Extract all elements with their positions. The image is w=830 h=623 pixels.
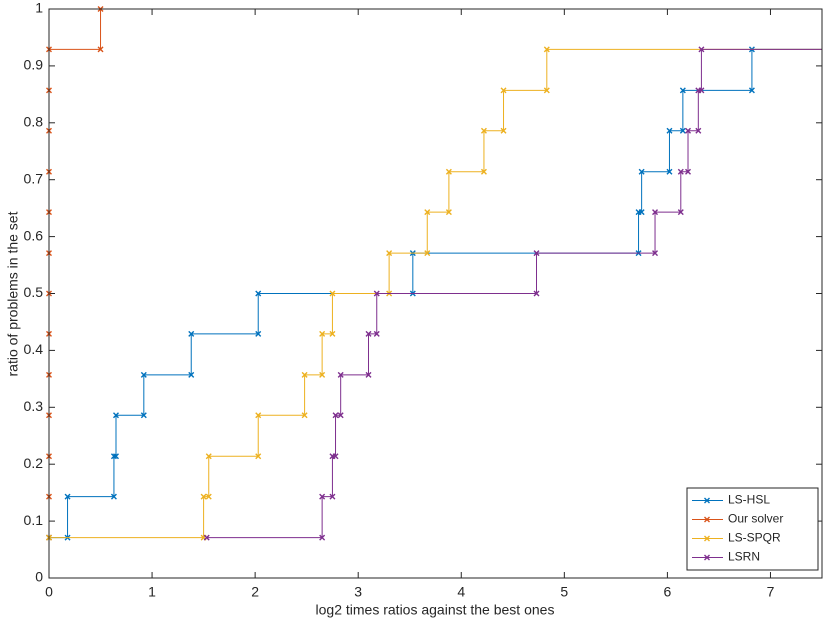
marker bbox=[110, 453, 117, 460]
marker bbox=[500, 127, 507, 134]
marker bbox=[205, 493, 212, 500]
marker bbox=[677, 168, 684, 175]
marker bbox=[188, 371, 195, 378]
marker bbox=[255, 453, 262, 460]
legend-marker bbox=[704, 535, 710, 542]
marker bbox=[97, 46, 104, 53]
y-tick-label: 0.9 bbox=[24, 57, 44, 73]
marker bbox=[365, 371, 372, 378]
marker bbox=[386, 250, 393, 257]
legend-label: LSRN bbox=[728, 550, 760, 564]
marker bbox=[188, 330, 195, 337]
x-tick-label: 1 bbox=[148, 584, 156, 600]
marker bbox=[112, 412, 119, 419]
marker bbox=[679, 87, 686, 94]
marker bbox=[365, 330, 372, 337]
marker bbox=[666, 127, 673, 134]
x-tick-label: 0 bbox=[45, 584, 53, 600]
marker bbox=[332, 453, 339, 460]
marker bbox=[301, 371, 308, 378]
marker bbox=[112, 453, 119, 460]
legend-label: LS-HSL bbox=[728, 493, 770, 507]
y-tick-label: 0.5 bbox=[24, 284, 44, 300]
marker bbox=[685, 168, 692, 175]
marker bbox=[319, 330, 326, 337]
marker bbox=[480, 127, 487, 134]
marker bbox=[533, 290, 540, 297]
marker bbox=[110, 493, 117, 500]
marker bbox=[255, 330, 262, 337]
marker bbox=[140, 371, 147, 378]
y-tick-label: 0.7 bbox=[24, 170, 44, 186]
marker bbox=[445, 209, 452, 216]
marker bbox=[329, 493, 336, 500]
legend-marker bbox=[704, 497, 710, 504]
y-tick-label: 1 bbox=[35, 0, 43, 16]
marker bbox=[255, 290, 262, 297]
x-tick-label: 4 bbox=[457, 584, 465, 600]
y-tick-label: 0.4 bbox=[24, 341, 44, 357]
marker bbox=[373, 290, 380, 297]
y-tick-label: 0.6 bbox=[24, 227, 44, 243]
plot-frame bbox=[48, 8, 823, 579]
marker bbox=[319, 534, 326, 541]
marker bbox=[329, 330, 336, 337]
marker bbox=[424, 250, 431, 257]
marker bbox=[329, 290, 336, 297]
marker bbox=[677, 209, 684, 216]
marker bbox=[255, 412, 262, 419]
marker bbox=[140, 412, 147, 419]
marker bbox=[205, 453, 212, 460]
x-tick-label: 5 bbox=[560, 584, 568, 600]
legend-label: Our solver bbox=[728, 512, 783, 526]
x-tick-label: 7 bbox=[767, 584, 775, 600]
marker bbox=[337, 412, 344, 419]
marker bbox=[543, 87, 550, 94]
marker bbox=[445, 168, 452, 175]
marker bbox=[301, 412, 308, 419]
legend-marker bbox=[704, 516, 710, 523]
y-axis-label: ratio of problems in the set bbox=[5, 211, 21, 376]
x-tick-label: 3 bbox=[354, 584, 362, 600]
x-axis-label: log2 times ratios against the best ones bbox=[316, 602, 555, 618]
marker bbox=[373, 330, 380, 337]
marker bbox=[638, 209, 645, 216]
legend-label: LS-SPQR bbox=[728, 531, 781, 545]
marker bbox=[332, 412, 339, 419]
marker bbox=[424, 209, 431, 216]
marker bbox=[64, 493, 71, 500]
marker bbox=[200, 493, 207, 500]
marker bbox=[695, 127, 702, 134]
marker bbox=[543, 46, 550, 53]
marker bbox=[698, 46, 705, 53]
marker bbox=[638, 168, 645, 175]
legend: LS-HSL Our solver LS-SPQR LSRN bbox=[686, 487, 819, 571]
marker bbox=[698, 87, 705, 94]
y-tick-label: 0.8 bbox=[24, 114, 44, 130]
y-tick-label: 0.1 bbox=[24, 512, 44, 528]
marker bbox=[533, 250, 540, 257]
marker bbox=[685, 127, 692, 134]
x-tick-label: 6 bbox=[664, 584, 672, 600]
marker bbox=[319, 371, 326, 378]
y-tick-label: 0.2 bbox=[24, 455, 44, 471]
marker bbox=[203, 534, 210, 541]
marker bbox=[666, 168, 673, 175]
marker bbox=[748, 87, 755, 94]
marker bbox=[480, 168, 487, 175]
y-tick-label: 0.3 bbox=[24, 398, 44, 414]
marker bbox=[319, 493, 326, 500]
marker bbox=[652, 209, 659, 216]
y-tick-label: 0 bbox=[35, 569, 43, 585]
marker bbox=[500, 87, 507, 94]
marker bbox=[337, 371, 344, 378]
marker bbox=[652, 250, 659, 257]
marker bbox=[679, 127, 686, 134]
x-tick-label: 2 bbox=[251, 584, 259, 600]
legend-marker bbox=[704, 554, 710, 561]
